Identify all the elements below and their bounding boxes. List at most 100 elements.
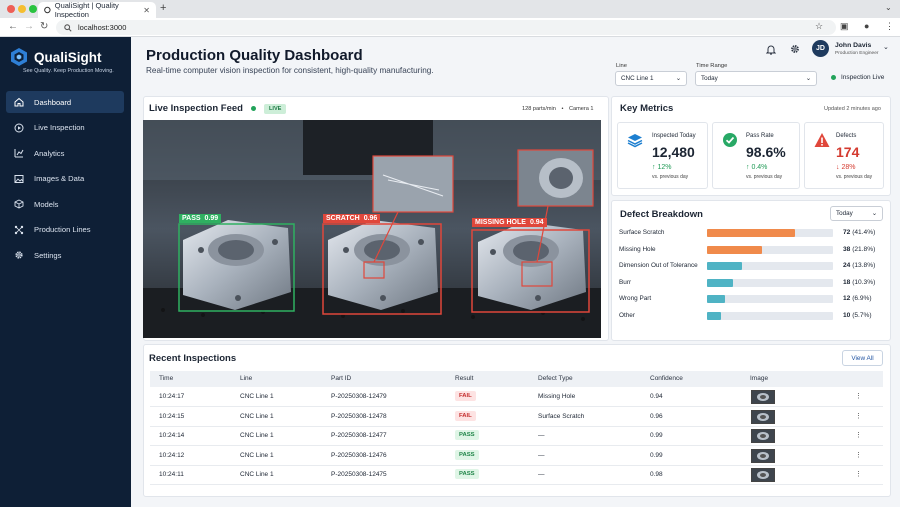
metric-delta: ↑ 12% [652,164,671,171]
sidebar-item-label: Images & Data [34,174,84,183]
defect-breakdown-title: Defect Breakdown [620,209,703,220]
column-header-time[interactable]: Time [159,375,173,382]
table-row[interactable]: 10:24:11 CNC Line 1 P-20250308-12475 PASS — 0… [150,466,883,485]
settings-gear-icon[interactable] [790,44,800,54]
cell-line: CNC Line 1 [240,393,274,400]
defect-row[interactable]: Other 10 (5.7%) [619,310,884,322]
inspection-thumbnail[interactable] [751,468,775,482]
defect-label: Surface Scratch [619,229,664,236]
camera-feed-image[interactable]: PASS 0.99 SCRATCH 0.96 MISSING HOLE 0.94 [143,120,601,338]
table-row[interactable]: 10:24:17 CNC Line 1 P-20250308-12479 FAIL Mi… [150,388,883,407]
browser-tab[interactable]: QualiSight | Quality Inspection ✕ [38,2,156,18]
page-title: Production Quality Dashboard [146,47,363,64]
metric-card-pass-rate: Pass Rate 98.6% ↑ 0.4% vs. previous day [712,122,800,189]
inspection-thumbnail[interactable] [751,449,775,463]
row-menu-icon[interactable]: ⋮ [855,470,862,478]
minimize-window-dot[interactable] [18,5,26,13]
sidebar-item-analytics[interactable]: Analytics [6,142,124,164]
cell-part-id: P-20250308-12477 [331,432,387,439]
cell-confidence: 0.99 [650,432,663,439]
page-subtitle: Real-time computer vision inspection for… [146,66,434,75]
column-header-line[interactable]: Line [240,375,252,382]
cell-part-id: P-20250308-12476 [331,452,387,459]
time-range-select[interactable]: Today ⌄ [695,71,817,86]
user-menu-chevron-icon[interactable]: ⌄ [883,43,889,51]
sidebar-item-production-lines[interactable]: Production Lines [6,219,124,241]
address-bar[interactable]: localhost:3000 [56,20,836,35]
table-row[interactable]: 10:24:14 CNC Line 1 P-20250308-12477 PASS — 0… [150,427,883,446]
bookmark-star-icon[interactable]: ☆ [815,21,823,32]
tab-menu-icon[interactable]: ⌄ [885,3,892,12]
inspection-thumbnail[interactable] [751,410,775,424]
close-window-dot[interactable] [7,5,15,13]
sidebar-item-models[interactable]: Models [6,193,124,215]
key-metrics-title: Key Metrics [620,103,673,114]
table-row[interactable]: 10:24:15 CNC Line 1 P-20250308-12478 FAIL Su… [150,408,883,427]
inspection-thumbnail[interactable] [751,429,775,443]
sidebar-item-images-data[interactable]: Images & Data [6,168,124,190]
sidebar-item-label: Dashboard [34,98,71,107]
back-icon[interactable]: ← [8,21,18,32]
new-tab-icon[interactable]: + [160,2,166,14]
forward-icon[interactable]: → [24,21,34,32]
logo[interactable]: QualiSight [10,47,102,67]
feed-camera: Camera 1 [569,106,594,112]
chart-icon [14,148,24,158]
metric-label: Defects [836,133,856,139]
part-thumbnail-image [752,411,774,423]
browser-menu-icon[interactable]: ⋮ [885,21,894,32]
defect-bar-fill [707,262,742,270]
breakdown-range-select[interactable]: Today ⌄ [830,206,883,221]
defect-label: Wrong Part [619,295,651,302]
column-header-result[interactable]: Result [455,375,473,382]
inspection-status-label: Inspection Live [841,74,884,81]
detection-class: MISSING HOLE [475,219,526,226]
qualisight-logo-icon [10,47,28,67]
defect-label: Other [619,312,635,319]
sidebar-item-settings[interactable]: Settings [6,244,124,266]
metric-value: 98.6% [746,144,786,160]
table-row[interactable]: 10:24:12 CNC Line 1 P-20250308-12476 PASS — 0… [150,447,883,466]
defect-value: 18 (10.3%) [843,279,875,286]
sidebar-item-dashboard[interactable]: Dashboard [6,91,124,113]
line-select[interactable]: CNC Line 1 ⌄ [615,71,687,86]
avatar[interactable]: JD [812,40,829,57]
column-header-part-id[interactable]: Part ID [331,375,351,382]
extensions-icon[interactable]: ▣ [840,21,849,32]
metric-delta: ↓ 28% [836,164,855,171]
reload-icon[interactable]: ↻ [40,21,48,32]
profile-icon[interactable]: ● [864,21,869,31]
row-menu-icon[interactable]: ⋮ [855,431,862,439]
sidebar-item-label: Live Inspection [34,123,85,132]
defect-row[interactable]: Wrong Part 12 (6.9%) [619,293,884,305]
row-menu-icon[interactable]: ⋮ [855,412,862,420]
view-all-button[interactable]: View All [842,350,883,366]
sidebar-item-live-inspection[interactable]: Live Inspection [6,117,124,139]
defect-row[interactable]: Surface Scratch 72 (41.4%) [619,227,884,239]
detection-score: 0.94 [530,219,544,226]
cell-defect-type: — [538,471,545,478]
defect-row[interactable]: Missing Hole 38 (21.8%) [619,244,884,256]
column-header-image[interactable]: Image [750,375,768,382]
warning-icon [814,132,830,148]
cell-part-id: P-20250308-12475 [331,471,387,478]
column-header-defect-type[interactable]: Defect Type [538,375,573,382]
cell-confidence: 0.96 [650,413,663,420]
defect-row[interactable]: Burr 18 (10.3%) [619,277,884,289]
row-menu-icon[interactable]: ⋮ [855,451,862,459]
defect-value: 12 (6.9%) [843,295,872,302]
close-tab-icon[interactable]: ✕ [143,6,150,15]
column-header-confidence[interactable]: Confidence [650,375,683,382]
defect-row[interactable]: Dimension Out of Tolerance 24 (13.8%) [619,260,884,272]
defect-percent: (5.7%) [852,312,871,319]
inspection-thumbnail[interactable] [751,390,775,404]
row-menu-icon[interactable]: ⋮ [855,392,862,400]
notifications-bell-icon[interactable] [766,44,776,55]
feed-meta: 128 parts/min • Camera 1 [522,106,594,112]
defect-bar-fill [707,246,762,254]
maximize-window-dot[interactable] [29,5,37,13]
defect-count: 10 [843,312,850,319]
defect-value: 38 (21.8%) [843,246,875,253]
sidebar: QualiSight See Quality. Keep Production … [0,37,131,507]
cell-part-id: P-20250308-12478 [331,413,387,420]
